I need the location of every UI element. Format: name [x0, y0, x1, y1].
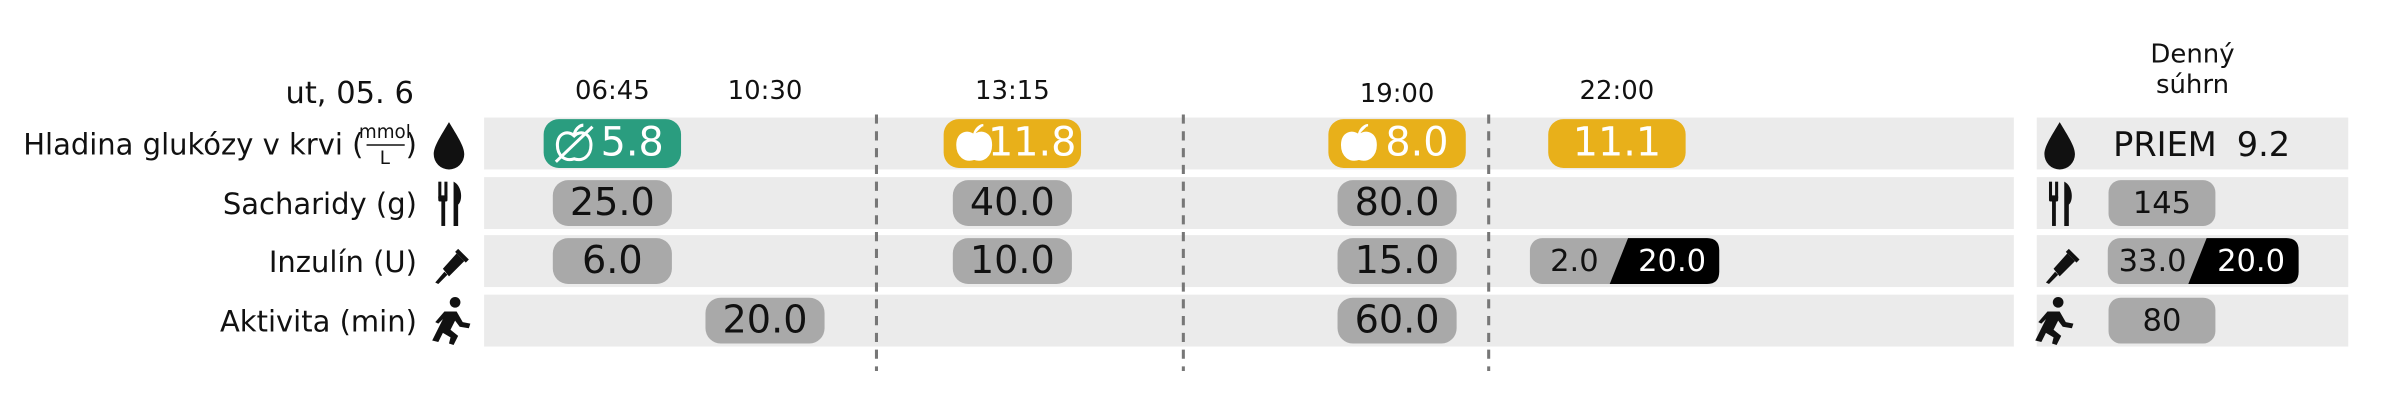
pill-bolus [2188, 238, 2299, 284]
row-bg [484, 235, 2014, 288]
glucose-value: 8.0 [1385, 120, 1448, 166]
average-label: PRIEM [2113, 125, 2217, 164]
pill [1337, 180, 1457, 226]
pill [952, 238, 1072, 284]
glucose-pill [543, 119, 682, 168]
glucose-value: 11.8 [988, 120, 1076, 166]
unit-numerator: mmol [359, 122, 411, 143]
glucose-pill [1548, 119, 1686, 168]
unit-denominator: L [380, 148, 391, 169]
time: 06:45 [575, 76, 650, 106]
time: 10:30 [728, 76, 803, 106]
pill [952, 180, 1072, 226]
dividers [874, 114, 1491, 371]
basal-value: 33.0 [2119, 244, 2187, 279]
row-label: Hladina glukózy v krvi ( [23, 128, 363, 162]
value: 15.0 [1355, 238, 1440, 282]
glucose-value: 5.8 [601, 120, 664, 166]
time: 19:00 [1360, 79, 1435, 109]
pill [1337, 238, 1457, 284]
pill [552, 180, 672, 226]
value: 40.0 [970, 180, 1055, 224]
row-label: Aktivita (min) [220, 305, 417, 339]
summary-title: súhrn [2156, 70, 2229, 100]
pill [2108, 180, 2216, 226]
glucose-value: 11.1 [1573, 120, 1661, 166]
pill-bolus [1609, 238, 1720, 284]
summary-activity: 80 [2143, 304, 2182, 339]
row-bg [484, 177, 2014, 230]
apple-icon [1340, 124, 1377, 161]
basal-value: 2.0 [1550, 244, 1599, 279]
value: 25.0 [570, 180, 655, 224]
icon-shape [956, 124, 993, 161]
time: 13:15 [975, 76, 1050, 106]
average-value: 9.2 [2237, 125, 2290, 164]
value: 20.0 [723, 298, 808, 342]
icon-shape [555, 123, 593, 162]
value: 60.0 [1355, 298, 1440, 342]
bolus-value: 20.0 [1638, 244, 1706, 279]
pill [1337, 297, 1457, 344]
row-bg [484, 117, 2014, 170]
icon-shape [1340, 124, 1377, 161]
date: ut, 05. 6 [286, 76, 414, 111]
value: 80.0 [1355, 180, 1440, 224]
row-label: Sacharidy (g) [223, 187, 417, 221]
pill [552, 238, 672, 284]
label-end: ) [406, 128, 417, 162]
summary-carbs: 145 [2133, 186, 2191, 221]
row-bg [2036, 117, 2349, 170]
icons [432, 122, 2080, 346]
apple-icon [956, 124, 993, 161]
icon-shape [554, 125, 594, 163]
bolus-value: 20.0 [2217, 244, 2285, 279]
no-carb-icon [554, 123, 594, 163]
value: 10.0 [970, 238, 1055, 282]
summary-title: Denný [2150, 39, 2234, 69]
pill [2108, 297, 2216, 344]
time: 22:00 [1580, 76, 1655, 106]
row-label: Inzulín (U) [269, 245, 417, 279]
pill [705, 297, 825, 344]
value: 6.0 [582, 238, 643, 282]
